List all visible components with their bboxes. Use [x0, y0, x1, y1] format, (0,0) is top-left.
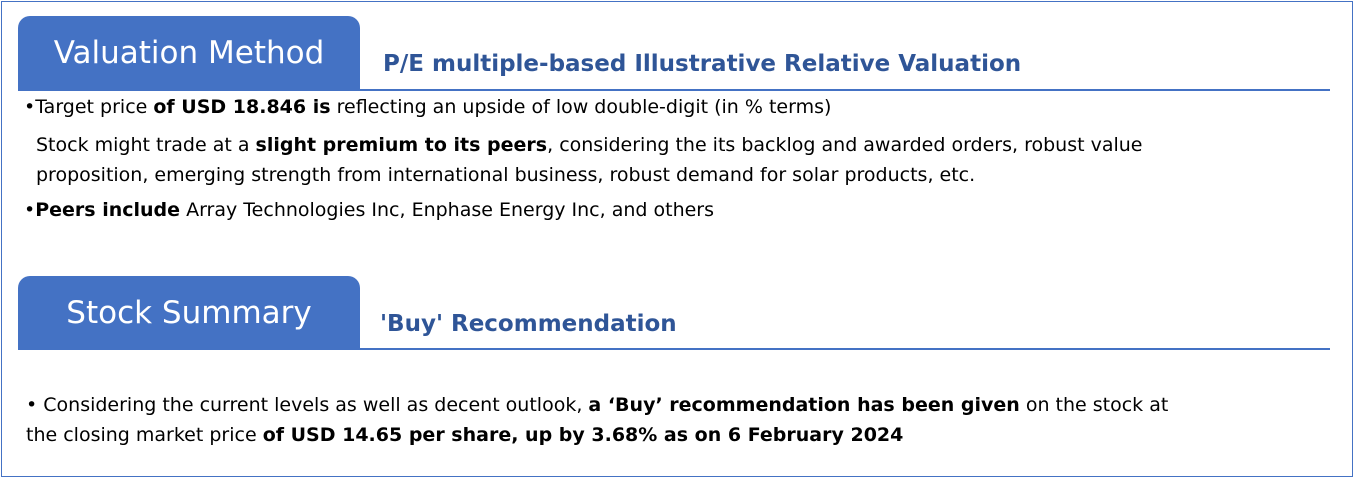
- bullet-peers: •Peers include Array Technologies Inc, E…: [24, 199, 715, 221]
- divider: [18, 89, 1330, 91]
- bullet-recommendation: • Considering the current levels as well…: [26, 394, 1169, 446]
- valuation-method-tab: Valuation Method: [18, 16, 360, 90]
- divider: [18, 348, 1330, 350]
- bullet-target-price: •Target price of USD 18.846 is reflectin…: [24, 96, 832, 118]
- paragraph-premium: Stock might trade at a slight premium to…: [36, 134, 1143, 186]
- stock-summary-tab: Stock Summary: [18, 276, 360, 350]
- section-heading: P/E multiple-based Illustrative Relative…: [383, 51, 1022, 77]
- section-heading: 'Buy' Recommendation: [380, 311, 677, 337]
